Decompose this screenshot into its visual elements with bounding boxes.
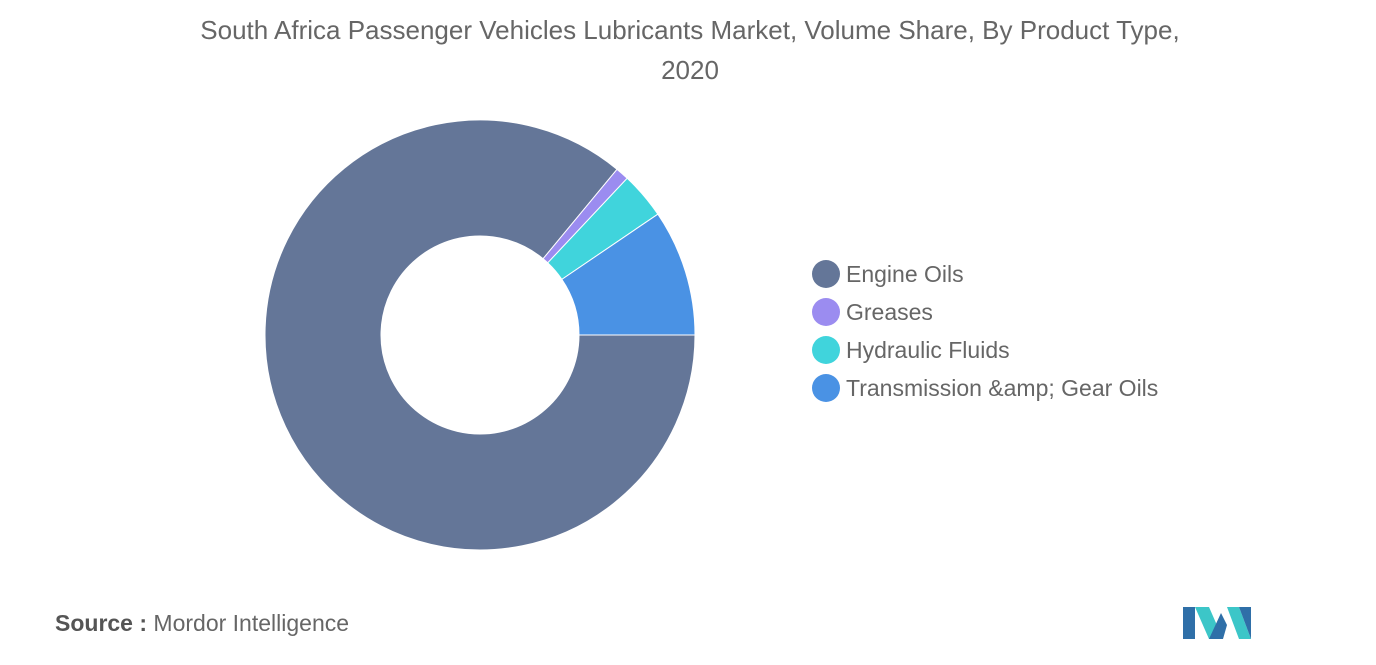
legend-item: Hydraulic Fluids <box>812 331 1158 369</box>
legend-swatch <box>812 336 840 364</box>
legend-label: Hydraulic Fluids <box>846 336 1010 363</box>
legend-item: Engine Oils <box>812 255 1158 293</box>
donut-slice-engine-oils <box>264 119 696 551</box>
legend-item: Greases <box>812 293 1158 331</box>
source-label: Source : <box>55 610 148 636</box>
source-text: Mordor Intelligence <box>153 610 350 636</box>
legend-swatch <box>812 260 840 288</box>
source-note: Source : Mordor Intelligence <box>55 610 349 637</box>
legend-label: Greases <box>846 298 933 325</box>
chart-legend: Engine Oils Greases Hydraulic Fluids Transm… <box>812 255 1158 407</box>
legend-item: Transmission &amp; Gear Oils <box>812 369 1158 407</box>
legend-swatch <box>812 298 840 326</box>
legend-label: Engine Oils <box>846 260 964 287</box>
legend-label: Transmission &amp; Gear Oils <box>846 374 1159 401</box>
chart-title: South Africa Passenger Vehicles Lubrican… <box>200 15 1180 85</box>
legend-swatch <box>812 374 840 402</box>
donut-slice-transmission-amp-gear-oils <box>561 213 696 336</box>
mordor-intelligence-logo-icon <box>1183 607 1251 639</box>
